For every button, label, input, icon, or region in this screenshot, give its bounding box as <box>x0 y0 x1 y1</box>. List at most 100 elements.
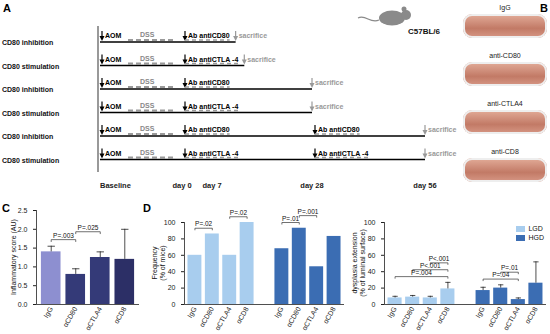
svg-text:αCTLA4: αCTLA4 <box>84 306 103 332</box>
svg-text:sacrifice: sacrifice <box>428 150 457 157</box>
svg-text:αCTLA4: αCTLA4 <box>414 306 433 332</box>
html-text:B: B <box>540 2 548 14</box>
svg-text:IgG: IgG <box>474 306 487 320</box>
svg-text:60: 60 <box>368 252 376 259</box>
svg-text:αCD8: αCD8 <box>436 306 451 325</box>
html-text:Frequency: Frequency <box>151 246 158 280</box>
svg-text:0: 0 <box>172 301 176 308</box>
svg-text:Ab antiCTLA -4: Ab antiCTLA -4 <box>188 56 238 63</box>
svg-text:day 56: day 56 <box>413 181 436 190</box>
svg-text:αCD8: αCD8 <box>112 306 127 325</box>
svg-text:DSS: DSS <box>140 55 155 62</box>
svg-text:Ab antiCTLA -4: Ab antiCTLA -4 <box>318 150 368 157</box>
svg-text:DSS: DSS <box>140 125 155 132</box>
svg-text:Ab antiCD80: Ab antiCD80 <box>318 126 360 133</box>
svg-text:αCD80: αCD80 <box>285 306 302 329</box>
svg-text:Ab antiCTLA -4: Ab antiCTLA -4 <box>188 150 238 157</box>
svg-text:αCTLA4: αCTLA4 <box>300 306 319 332</box>
svg-text:DSS: DSS <box>140 102 155 109</box>
svg-text:CD80 inhibition: CD80 inhibition <box>2 39 53 46</box>
svg-text:0.5: 0.5 <box>18 282 28 289</box>
svg-text:40: 40 <box>368 268 376 275</box>
svg-text:0: 0 <box>372 301 376 308</box>
svg-text:80: 80 <box>368 235 376 242</box>
svg-text:1.5: 1.5 <box>18 244 28 251</box>
svg-text:DSS: DSS <box>140 31 155 38</box>
svg-text:P=.003: P=.003 <box>53 232 74 239</box>
svg-text:80: 80 <box>168 235 176 242</box>
svg-text:αCTLA4: αCTLA4 <box>502 306 521 332</box>
svg-text:P=.01: P=.01 <box>501 264 519 271</box>
svg-text:P=.01: P=.01 <box>282 215 300 222</box>
svg-text:AOM: AOM <box>105 79 122 86</box>
svg-text:sacrifice: sacrifice <box>247 56 276 63</box>
svg-text:AOM: AOM <box>105 32 122 39</box>
svg-text:day 0: day 0 <box>172 181 191 190</box>
svg-text:CD80 stimulation: CD80 stimulation <box>2 157 59 164</box>
svg-text:CD80 inhibition: CD80 inhibition <box>2 86 53 93</box>
html-text:Inflammatory score (AU): Inflammatory score (AU) <box>10 219 17 295</box>
svg-text:sacrifice: sacrifice <box>315 103 344 110</box>
svg-text:day 28: day 28 <box>300 181 323 190</box>
svg-text:day 7: day 7 <box>202 181 221 190</box>
svg-text:DSS: DSS <box>140 78 155 85</box>
svg-text:αCTLA4: αCTLA4 <box>214 306 233 332</box>
svg-text:P=.004: P=.004 <box>411 269 432 276</box>
html-text:IgG: IgG <box>499 4 511 11</box>
svg-text:CD80 stimulation: CD80 stimulation <box>2 63 59 70</box>
svg-text:Ab antiCD80: Ab antiCD80 <box>188 126 230 133</box>
html-text:A: A <box>3 2 11 14</box>
svg-text:Ab antiCD80: Ab antiCD80 <box>188 32 230 39</box>
svg-text:1.0: 1.0 <box>18 263 28 270</box>
html-text:anti-CTLA4: anti-CTLA4 <box>487 100 523 107</box>
svg-text:AOM: AOM <box>105 150 122 157</box>
svg-text:αCD80: αCD80 <box>198 306 215 329</box>
svg-text:AOM: AOM <box>105 103 122 110</box>
svg-text:100: 100 <box>364 219 376 226</box>
svg-text:P=.04: P=.04 <box>492 271 510 278</box>
svg-text:AOM: AOM <box>105 126 122 133</box>
html-text:C: C <box>2 202 10 214</box>
svg-text:IgG: IgG <box>42 306 55 320</box>
svg-text:Ab antiCD80: Ab antiCD80 <box>188 79 230 86</box>
svg-text:100: 100 <box>164 219 176 226</box>
html-text:D: D <box>143 202 151 214</box>
svg-text:CD80 stimulation: CD80 stimulation <box>2 110 59 117</box>
svg-text:IgG: IgG <box>273 306 286 320</box>
html-text:anti-CD80: anti-CD80 <box>489 52 521 59</box>
svg-text:αCD8: αCD8 <box>235 306 250 325</box>
svg-text:20: 20 <box>368 284 376 291</box>
svg-text:αCD80: αCD80 <box>398 306 415 329</box>
html-text:(% of mice): (% of mice) <box>159 245 166 281</box>
svg-text:20: 20 <box>168 284 176 291</box>
svg-text:αCD80: αCD80 <box>62 306 79 329</box>
svg-text:P<.001: P<.001 <box>420 262 441 269</box>
svg-text:2.5: 2.5 <box>18 207 28 214</box>
svg-text:Ab antiCTLA -4: Ab antiCTLA -4 <box>188 103 238 110</box>
svg-text:Baseline: Baseline <box>100 181 131 190</box>
svg-text:0.0: 0.0 <box>18 301 28 308</box>
svg-text:CD80 inhibition: CD80 inhibition <box>2 133 53 140</box>
svg-text:αCD80: αCD80 <box>486 306 503 329</box>
svg-text:αCD8: αCD8 <box>322 306 337 325</box>
svg-text:αCD8: αCD8 <box>524 306 539 325</box>
svg-text:P<.001: P<.001 <box>429 255 450 262</box>
svg-text:2.0: 2.0 <box>18 226 28 233</box>
svg-text:IgG: IgG <box>386 306 399 320</box>
svg-text:sacrifice: sacrifice <box>315 79 344 86</box>
svg-text:DSS: DSS <box>140 149 155 156</box>
html-text:(% of luminal surface): (% of luminal surface) <box>359 229 366 297</box>
html-text:dysplasia extension: dysplasia extension <box>351 232 358 294</box>
svg-text:IgG: IgG <box>186 306 199 320</box>
svg-text:C57BL/6: C57BL/6 <box>408 27 441 36</box>
svg-text:P=.02: P=.02 <box>195 220 213 227</box>
svg-text:sacrifice: sacrifice <box>239 32 268 39</box>
svg-text:P=.001: P=.001 <box>298 208 319 215</box>
svg-text:P=.025: P=.025 <box>78 224 99 231</box>
svg-text:P=.02: P=.02 <box>230 209 248 216</box>
html-text:anti-CD8: anti-CD8 <box>491 148 519 155</box>
svg-text:sacrifice: sacrifice <box>428 126 457 133</box>
svg-text:60: 60 <box>168 252 176 259</box>
svg-text:AOM: AOM <box>105 56 122 63</box>
svg-text:40: 40 <box>168 268 176 275</box>
